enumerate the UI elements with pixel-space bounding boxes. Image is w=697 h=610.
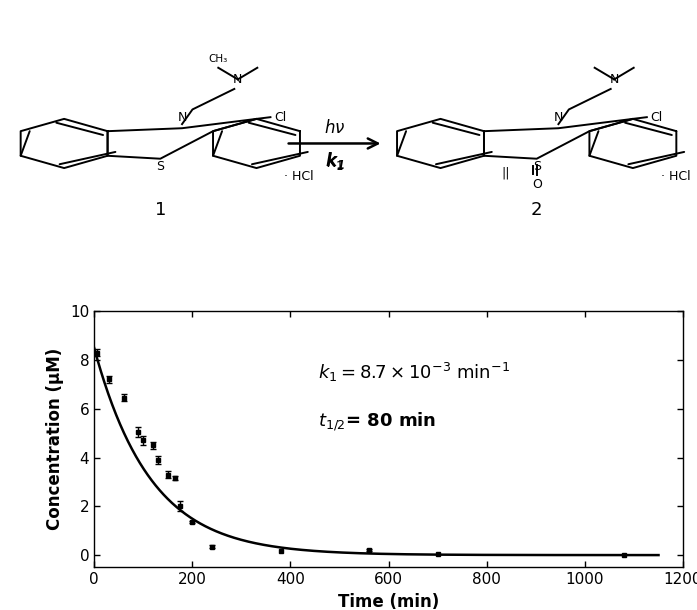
Text: $k_1 = 8.7\times10^{-3}\ \mathrm{min}^{-1}$: $k_1 = 8.7\times10^{-3}\ \mathrm{min}^{-…	[318, 361, 510, 384]
Text: ||: ||	[501, 167, 510, 180]
Text: S: S	[156, 160, 164, 173]
Text: N: N	[233, 73, 243, 85]
Text: 2: 2	[531, 201, 542, 219]
Text: N: N	[177, 111, 187, 124]
Text: N: N	[553, 111, 563, 124]
Text: Cl: Cl	[650, 110, 663, 124]
Y-axis label: Concentration (μM): Concentration (μM)	[47, 348, 64, 530]
Text: · HCl: · HCl	[661, 170, 691, 183]
Text: S: S	[533, 160, 541, 173]
Text: $\bfit{k}_1$: $\bfit{k}_1$	[325, 150, 344, 171]
Text: O: O	[532, 178, 542, 191]
Text: $t_{1/2}$= 80 min: $t_{1/2}$= 80 min	[318, 410, 436, 432]
Text: $h\nu$: $h\nu$	[324, 119, 345, 137]
Text: $\mathit{k}_1$: $\mathit{k}_1$	[325, 151, 344, 172]
Text: · HCl: · HCl	[284, 170, 314, 183]
Text: N: N	[609, 73, 619, 85]
Text: CH₃: CH₃	[208, 54, 228, 64]
Text: Cl: Cl	[274, 110, 286, 124]
Text: 1: 1	[155, 201, 166, 219]
X-axis label: Time (min): Time (min)	[338, 593, 439, 610]
